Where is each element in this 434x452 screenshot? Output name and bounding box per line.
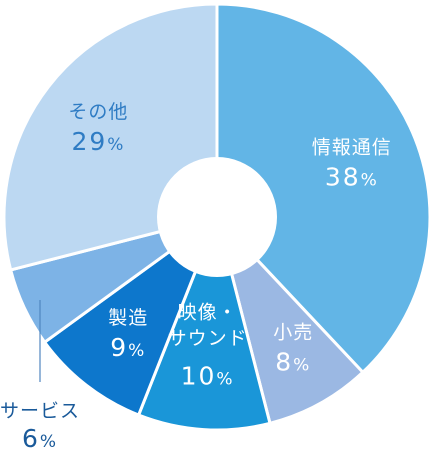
slice-value-label: 38% (325, 163, 379, 192)
pie-slice (215, 2, 432, 374)
slice-name-label: 映像・ (178, 302, 238, 324)
slice-name-label: 製造 (108, 307, 148, 329)
pie-slice (137, 215, 272, 432)
donut-hole (157, 157, 277, 277)
slice-value-label: 29% (71, 127, 125, 156)
pie-slice (215, 215, 365, 425)
slice-name-label: 小売 (273, 321, 313, 343)
pie-slice (43, 215, 219, 417)
chart-slices (2, 2, 432, 432)
slice-value-label: 8% (275, 347, 311, 376)
slice-name-label: 情報通信 (312, 137, 392, 159)
slice-value-label: 10% (181, 362, 235, 391)
slice-name-label: その他 (68, 101, 128, 123)
slice-name-label: サービス (0, 400, 80, 422)
slice-name-label: サウンド (168, 328, 248, 350)
slice-value-label: 6% (22, 424, 58, 452)
slice-value-label: 9% (110, 333, 146, 362)
